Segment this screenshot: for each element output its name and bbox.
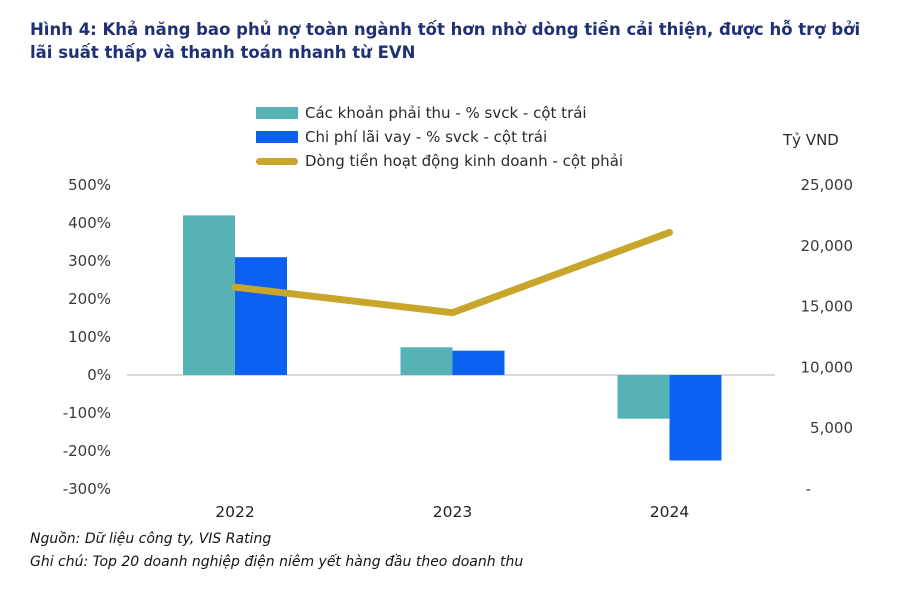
- source-note: Nguồn: Dữ liệu công ty, VIS Rating: [30, 531, 272, 547]
- x-axis-label-2024: 2024: [650, 503, 689, 521]
- right-axis-tick: 25,000: [801, 176, 854, 194]
- right-axis-tick: 5,000: [810, 419, 853, 437]
- legend-swatch-interest-expense-icon: [256, 131, 298, 143]
- bar-series1-2023: [452, 350, 505, 375]
- right-axis-tick: 15,000: [801, 298, 854, 316]
- method-note: Ghi chú: Top 20 doanh nghiệp điện niêm y…: [30, 554, 524, 570]
- right-axis-tick: 20,000: [801, 237, 854, 255]
- legend-label-interest-expense: Chi phí lãi vay - % svck - cột trái: [305, 128, 548, 146]
- left-axis-tick: 0%: [87, 366, 111, 384]
- left-axis-tick: -300%: [63, 480, 111, 498]
- left-axis-tick: 500%: [68, 176, 111, 194]
- bar-series1-2022: [235, 257, 287, 375]
- right-axis-tick: 10,000: [801, 358, 854, 376]
- legend-item-receivables: Các khoản phải thu - % svck - cột trái: [256, 101, 623, 125]
- left-axis-tick: 100%: [68, 328, 111, 346]
- right-axis-tick: -: [806, 480, 811, 498]
- legend-item-operating-cashflow: Dòng tiền hoạt động kinh doanh - cột phả…: [256, 149, 623, 173]
- x-axis-label-2022: 2022: [215, 503, 254, 521]
- legend-label-receivables: Các khoản phải thu - % svck - cột trái: [305, 104, 587, 122]
- bar-series0-2022: [183, 215, 235, 375]
- legend-label-operating-cashflow: Dòng tiền hoạt động kinh doanh - cột phả…: [305, 152, 624, 170]
- x-axis-label-2023: 2023: [433, 503, 472, 521]
- legend-swatch-operating-cashflow-icon: [256, 157, 298, 165]
- legend-swatch-receivables-icon: [256, 107, 298, 119]
- legend-item-interest-expense: Chi phí lãi vay - % svck - cột trái: [256, 125, 623, 149]
- figure-title: Hình 4: Khả năng bao phủ nợ toàn ngành t…: [30, 20, 861, 62]
- left-axis-tick: 200%: [68, 290, 111, 308]
- bar-series0-2024: [617, 375, 670, 419]
- right-axis-unit-label: Tỷ VND: [783, 131, 839, 149]
- operating-cashflow-line: [231, 228, 673, 317]
- bar-series0-2023: [400, 347, 453, 375]
- left-axis-tick: 400%: [68, 214, 111, 232]
- bar-series1-2024: [669, 375, 722, 461]
- left-axis-tick: -100%: [63, 404, 111, 422]
- chart-legend: Các khoản phải thu - % svck - cột trái C…: [256, 101, 623, 173]
- left-axis-tick: 300%: [68, 252, 111, 270]
- left-axis-tick: -200%: [63, 442, 111, 460]
